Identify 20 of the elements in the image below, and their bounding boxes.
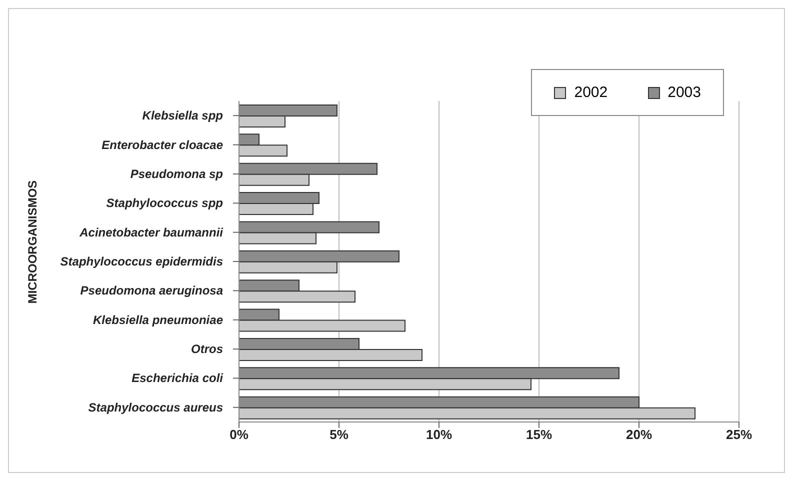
- y-tick-label: Otros: [190, 342, 224, 356]
- y-axis-title: MICROORGANISMOS: [26, 180, 40, 304]
- y-tick-label: Klebsiella pneumoniae: [92, 312, 224, 327]
- y-tick-label: Staphylococcus aureus: [88, 400, 224, 414]
- x-tick-label: 5%: [330, 427, 349, 442]
- x-tick-label: 25%: [726, 427, 752, 442]
- y-tick-label: Escherichia coli: [132, 371, 224, 386]
- y-tick-label: Pseudomona aeruginosa: [80, 284, 224, 298]
- x-tick-label: 20%: [626, 427, 652, 442]
- x-tick-label: 15%: [526, 427, 552, 442]
- y-tick-label: Staphylococcus epidermidis: [60, 254, 224, 268]
- x-tick-label: 10%: [426, 427, 452, 442]
- legend-label: 2003: [668, 84, 701, 101]
- y-tick-label: Enterobacter cloacae: [102, 138, 224, 152]
- y-tick-label: Staphylococcus spp: [106, 196, 223, 210]
- y-tick-label: Acinetobacter baumannii: [78, 225, 224, 240]
- y-tick-label: Pseudomona sp: [130, 166, 223, 181]
- x-tick-label: 0%: [230, 427, 249, 442]
- y-tick-label: Klebsiella spp: [142, 108, 223, 123]
- legend-label: 2002: [574, 84, 608, 101]
